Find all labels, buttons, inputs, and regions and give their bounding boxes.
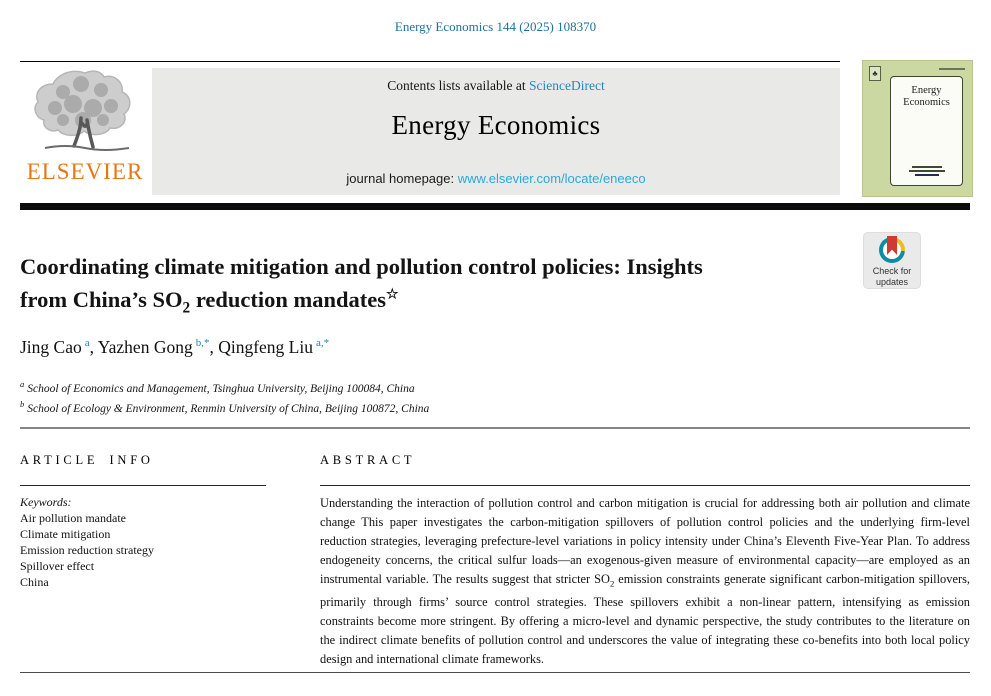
affiliation-b: b School of Ecology & Environment, Renmin… [20,399,430,416]
journal-title: Energy Economics [391,110,601,140]
header-black-bar [20,203,970,210]
keywords-label: Keywords: [20,495,72,509]
article-info-heading: ARTICLE INFO [20,453,154,467]
publisher-name: ELSEVIER [26,159,144,184]
keyword-item: Air pollution mandate [20,511,126,525]
title-so2-subscript: 2 [182,299,191,317]
author-affiliation-link[interactable]: b,* [195,337,210,350]
journal-banner: Contents lists available at ScienceDirec… [152,68,840,195]
cover-title: Energy Economics [903,85,950,108]
title-footnote-star[interactable]: ☆ [386,287,399,303]
keyword-item: China [20,575,49,589]
cover-inner-box: Energy Economics [890,76,963,186]
cover-tree-icon: ♣ [869,66,881,81]
footer-rule [20,672,970,673]
keyword-item: Emission reduction strategy [20,543,154,557]
bookmark-icon [887,236,897,255]
homepage-label: journal homepage: [346,171,458,186]
article-title: Coordinating climate mitigation and poll… [20,254,703,317]
author-affiliation-link[interactable]: a,* [315,337,330,350]
check-updates-icon [879,236,905,263]
journal-citation-link[interactable]: Energy Economics 144 (2025) 108370 [394,19,597,34]
check-updates-label: Check for updates [872,266,912,287]
elsevier-logo: ELSEVIER [20,66,150,194]
sciencedirect-link[interactable]: ScienceDirect [529,78,605,93]
article-info-section: ARTICLE INFO Keywords: Air pollution man… [20,453,266,590]
author: Yazhen Gong b,*, [97,337,219,357]
author-list: Jing Cao a, Yazhen Gong b,*, Qingfeng Liu a… [20,337,329,358]
author: Qingfeng Liu a,* [218,337,330,357]
section-divider-rule [20,427,970,429]
abstract-so2-subscript: 2 [609,578,615,589]
header-top-rule [20,61,840,62]
author-affiliation-link[interactable]: a [84,337,90,350]
keyword-item: Climate mitigation [20,527,111,541]
homepage-line: journal homepage: www.elsevier.com/locat… [152,171,840,186]
elsevier-tree-icon [20,66,150,162]
cover-footer-lines [891,164,962,176]
contents-text: Contents lists available at [387,78,529,93]
article-info-rule [20,485,266,486]
affiliation-a: a School of Economics and Management, Tsi… [20,379,415,395]
homepage-link[interactable]: www.elsevier.com/locate/eneeco [457,171,646,186]
keywords-list: Keywords: Air pollution mandate Climate … [20,494,266,590]
abstract-text: Understanding the interaction of polluti… [320,496,970,667]
keyword-item: Spillover effect [20,559,95,573]
cover-issue-text [939,68,965,70]
abstract-heading: ABSTRACT [320,453,416,467]
contents-line: Contents lists available at ScienceDirec… [152,68,840,94]
affiliations: a School of Economics and Management, Tsi… [20,377,429,418]
abstract-rule [320,485,970,486]
abstract-section: ABSTRACT Understanding the interaction o… [320,453,970,669]
author: Jing Cao a, [20,337,98,357]
check-updates-badge[interactable]: Check for updates [863,232,921,289]
journal-cover-thumbnail: ♣ Energy Economics [862,60,973,197]
